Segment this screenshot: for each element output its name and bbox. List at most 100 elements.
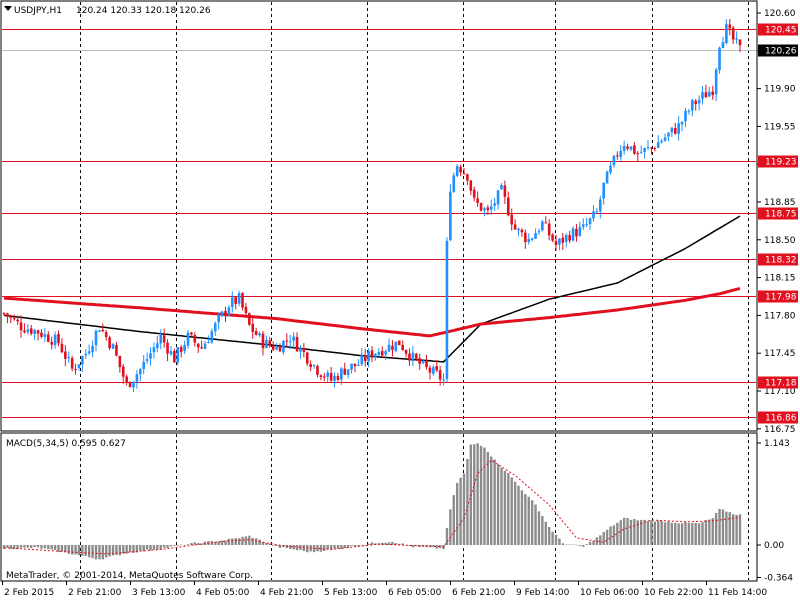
candle-body[interactable]: [694, 100, 698, 105]
candle-body[interactable]: [735, 38, 738, 40]
candle-body[interactable]: [660, 140, 663, 143]
candle-body[interactable]: [135, 374, 139, 382]
candle-body[interactable]: [527, 239, 531, 242]
candle-body[interactable]: [500, 185, 503, 190]
candle-body[interactable]: [466, 174, 469, 181]
candle-body[interactable]: [673, 128, 677, 134]
candle-body[interactable]: [680, 121, 684, 125]
candle-body[interactable]: [142, 361, 146, 370]
candle-body[interactable]: [581, 224, 585, 227]
candle-body[interactable]: [486, 207, 490, 211]
candle-body[interactable]: [210, 331, 214, 343]
candle-body[interactable]: [101, 329, 105, 332]
candle-body[interactable]: [708, 91, 711, 97]
candle-body[interactable]: [554, 240, 558, 246]
candle-body[interactable]: [29, 328, 33, 334]
candle-body[interactable]: [340, 368, 343, 380]
candle-body[interactable]: [445, 240, 449, 379]
candle-body[interactable]: [220, 311, 224, 316]
candle-body[interactable]: [200, 347, 203, 349]
candle-body[interactable]: [244, 306, 248, 313]
moving-average-slow[interactable]: [3, 286, 741, 338]
candle-body[interactable]: [333, 376, 336, 381]
candle-body[interactable]: [16, 319, 19, 322]
candle-body[interactable]: [714, 69, 718, 95]
candle-body[interactable]: [489, 206, 493, 210]
candle-body[interactable]: [145, 359, 149, 361]
candle-body[interactable]: [588, 218, 592, 225]
candle-body[interactable]: [585, 224, 588, 226]
candle-body[interactable]: [60, 343, 64, 353]
candle-body[interactable]: [704, 92, 708, 98]
candle-body[interactable]: [656, 142, 660, 149]
candle-body[interactable]: [183, 344, 186, 352]
candle-body[interactable]: [265, 339, 268, 348]
candle-body[interactable]: [111, 344, 115, 349]
candle-body[interactable]: [152, 347, 156, 353]
candle-body[interactable]: [193, 335, 197, 343]
candle-body[interactable]: [162, 335, 166, 343]
candle-body[interactable]: [670, 127, 674, 133]
candle-body[interactable]: [493, 203, 496, 206]
candle-body[interactable]: [401, 344, 404, 350]
candle-body[interactable]: [711, 91, 715, 96]
candle-body[interactable]: [94, 330, 98, 346]
candle-body[interactable]: [483, 208, 486, 211]
candle-body[interactable]: [551, 234, 554, 241]
candle-body[interactable]: [432, 367, 435, 374]
candle-body[interactable]: [203, 343, 207, 349]
candle-body[interactable]: [98, 330, 101, 332]
candle-body[interactable]: [602, 182, 606, 199]
candle-body[interactable]: [547, 223, 551, 236]
candle-body[interactable]: [227, 307, 231, 316]
candle-body[interactable]: [561, 237, 565, 243]
candle-body[interactable]: [452, 175, 456, 192]
candlesticks[interactable]: [2, 19, 742, 392]
candle-body[interactable]: [421, 360, 425, 364]
candle-body[interactable]: [295, 336, 299, 352]
candle-body[interactable]: [305, 352, 309, 364]
candle-body[interactable]: [428, 367, 432, 373]
candle-body[interactable]: [132, 381, 135, 388]
candle-body[interactable]: [391, 345, 394, 350]
candle-body[interactable]: [435, 366, 439, 371]
candle-body[interactable]: [663, 137, 667, 141]
candle-body[interactable]: [418, 358, 422, 364]
candle-body[interactable]: [196, 343, 200, 348]
candle-body[interactable]: [108, 337, 111, 349]
candle-body[interactable]: [701, 92, 704, 99]
candle-body[interactable]: [619, 150, 623, 158]
candle-body[interactable]: [370, 350, 374, 358]
candle-body[interactable]: [292, 336, 295, 341]
candle-body[interactable]: [57, 333, 60, 344]
candle-body[interactable]: [261, 333, 265, 349]
candle-body[interactable]: [643, 147, 646, 152]
candle-body[interactable]: [612, 155, 616, 166]
candle-body[interactable]: [217, 315, 220, 323]
candle-body[interactable]: [677, 123, 680, 134]
candle-body[interactable]: [442, 379, 445, 381]
candle-body[interactable]: [687, 110, 691, 112]
candle-body[interactable]: [530, 238, 534, 240]
candle-body[interactable]: [629, 146, 633, 150]
candle-body[interactable]: [605, 171, 609, 184]
candle-body[interactable]: [374, 353, 377, 358]
candle-body[interactable]: [537, 231, 541, 233]
candle-body[interactable]: [302, 348, 306, 352]
candle-body[interactable]: [309, 364, 312, 368]
candle-body[interactable]: [469, 180, 473, 191]
candle-body[interactable]: [299, 347, 302, 352]
candle-body[interactable]: [520, 229, 524, 233]
candle-body[interactable]: [384, 351, 387, 355]
candle-body[interactable]: [517, 228, 520, 231]
candle-body[interactable]: [329, 372, 333, 381]
candle-body[interactable]: [653, 148, 657, 150]
candle-body[interactable]: [43, 333, 47, 337]
candle-body[interactable]: [336, 376, 340, 380]
candle-body[interactable]: [363, 355, 367, 362]
candle-body[interactable]: [397, 340, 401, 346]
candle-body[interactable]: [312, 364, 316, 367]
candle-body[interactable]: [738, 39, 742, 46]
candle-body[interactable]: [541, 221, 544, 231]
